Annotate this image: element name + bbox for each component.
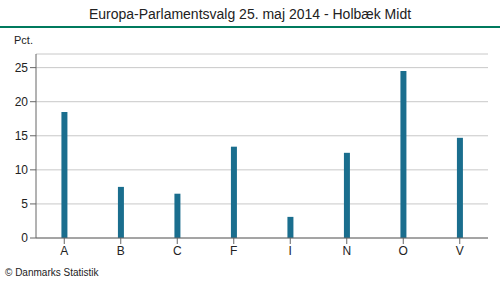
svg-text:0: 0: [21, 231, 28, 245]
html-text:Pct.: Pct.: [14, 34, 33, 46]
svg-text:O: O: [399, 244, 408, 258]
svg-text:A: A: [60, 244, 68, 258]
svg-text:B: B: [117, 244, 125, 258]
svg-text:I: I: [289, 244, 292, 258]
svg-text:20: 20: [15, 95, 29, 109]
html-text:© Danmarks Statistik: © Danmarks Statistik: [5, 267, 99, 278]
svg-text:C: C: [173, 244, 182, 258]
svg-text:F: F: [230, 244, 237, 258]
svg-text:15: 15: [15, 129, 29, 143]
svg-text:5: 5: [21, 197, 28, 211]
svg-text:25: 25: [15, 61, 29, 75]
html-text:Europa-Parlamentsvalg 25. maj: Europa-Parlamentsvalg 25. maj 2014 - Hol…: [88, 6, 412, 22]
svg-text:N: N: [342, 244, 351, 258]
svg-text:10: 10: [15, 163, 29, 177]
svg-text:V: V: [456, 244, 464, 258]
